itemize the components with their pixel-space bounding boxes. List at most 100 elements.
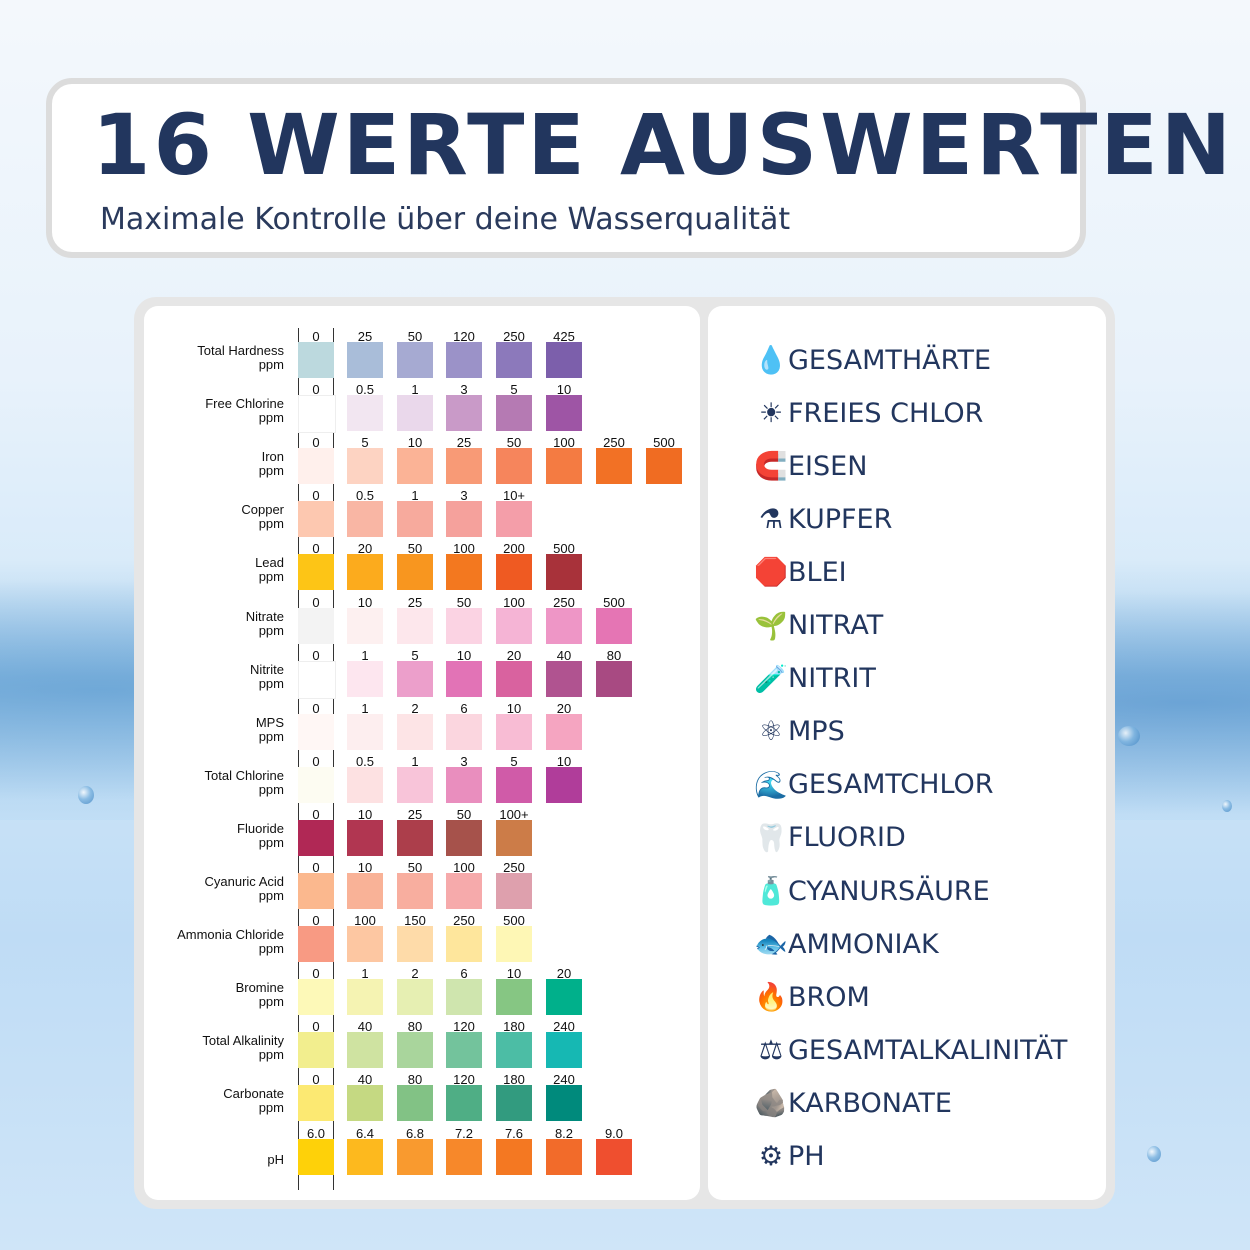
color-swatch [496,1085,532,1122]
color-swatch [546,342,582,378]
value-label: 80 [407,1019,423,1035]
color-swatch [446,819,482,856]
legend-label: EISEN [788,450,868,482]
value-label: 120 [453,329,475,344]
row-unit: ppm [258,888,284,903]
row-name: Bromine [235,980,284,996]
value-label: 0 [312,913,320,929]
color-swatch [496,873,532,909]
color-swatch [298,501,334,538]
color-swatch [496,607,532,644]
color-swatch [347,713,383,750]
color-swatch [397,819,433,856]
legend-label: GESAMTALKALINITÄT [788,1034,1068,1066]
water-droplet [1147,1146,1161,1162]
color-swatch [546,448,582,485]
color-swatch [298,448,334,485]
value-label: 10+ [502,488,526,504]
row-label: Carbonate ppm [142,1087,284,1115]
value-label: 10 [556,753,572,769]
color-swatch [347,554,383,591]
value-label: 425 [553,329,575,344]
legend-item: 🧲 EISEN [754,446,868,486]
value-label: 100 [453,541,475,557]
legend-item: 🧴 CYANURSÄURE [754,871,989,911]
row-unit: ppm [258,994,284,1010]
color-swatch [347,1032,383,1069]
value-label: 0 [312,753,320,769]
row-name: Carbonate [223,1086,284,1102]
value-label: 100 [553,435,575,451]
color-swatch [546,554,582,591]
value-label: 0 [312,382,320,398]
color-swatch [347,979,383,1016]
row-label: Copper ppm [142,503,284,531]
row-name: pH [267,1151,284,1167]
color-swatch [397,1032,433,1069]
row-name: Copper [241,502,284,518]
row-name: MPS [255,714,284,730]
legend-label: FREIES CHLOR [788,397,984,429]
value-label: 40 [357,1019,373,1035]
value-label: 500 [653,435,675,451]
value-label: 6.4 [355,1125,375,1141]
color-swatch [446,1138,482,1175]
color-swatch [496,448,532,485]
value-label: 25 [407,806,423,822]
value-label: 5 [510,753,518,769]
row-unit: ppm [258,463,284,479]
value-label: 500 [603,594,625,610]
legend-item: ⚙ PH [756,1137,825,1177]
lotion-bottle-icon: 🧴 [754,876,788,907]
color-swatch [347,873,383,909]
value-label: 1 [361,966,369,982]
legend-item: 🌱 NITRAT [754,606,883,646]
legend-label: GESAMTHÄRTE [788,344,992,376]
test-tube-icon: 🧪 [754,663,788,695]
color-swatch [397,979,433,1016]
color-swatch [496,554,532,591]
color-swatch [347,766,383,803]
value-label: 500 [553,541,575,557]
row-name: Free Chlorine [205,396,284,412]
legend-label: KUPFER [788,503,893,535]
balance-scale-icon: ⚖ [758,1034,784,1066]
color-swatch [347,395,383,432]
color-swatch [546,979,582,1016]
row-name: Total Alkalinity [202,1033,284,1049]
value-label: 0 [312,541,320,557]
row-name: Lead [255,555,284,571]
color-swatch [446,873,482,909]
row-unit: ppm [258,410,284,426]
color-swatch [347,926,383,963]
value-label: 2 [411,966,419,982]
value-label: 20 [556,700,572,716]
legend-item: 🛑 BLEI [754,552,846,592]
color-swatch [446,660,482,697]
color-swatch [298,1032,334,1069]
legend-item: ⚛ MPS [756,712,845,752]
row-unit: ppm [258,781,284,797]
legend-item: ⚗ KUPFER [756,499,892,539]
color-swatch [646,448,682,485]
value-label: 120 [453,1072,475,1088]
value-label: 6.8 [405,1125,425,1141]
water-drop-icon: 💧 [754,345,788,376]
color-swatch [546,395,582,432]
color-swatch [496,926,532,963]
color-swatch [347,1085,383,1122]
value-label: 0 [312,1072,320,1088]
value-label: 10 [556,382,572,398]
value-label: 20 [357,541,373,557]
color-swatch [446,979,482,1016]
color-swatch [446,501,482,538]
row-name: Cyanuric Acid [204,874,284,889]
row-unit: ppm [258,622,284,638]
row-label: Total Alkalinity ppm [142,1034,284,1062]
atom-icon: ⚛ [758,716,784,748]
value-label: 3 [460,382,468,398]
value-label: 0 [312,488,320,504]
legend-item: ⚖ GESAMTALKALINITÄT [756,1030,1068,1070]
color-swatch [397,448,433,485]
color-swatch [347,660,383,697]
